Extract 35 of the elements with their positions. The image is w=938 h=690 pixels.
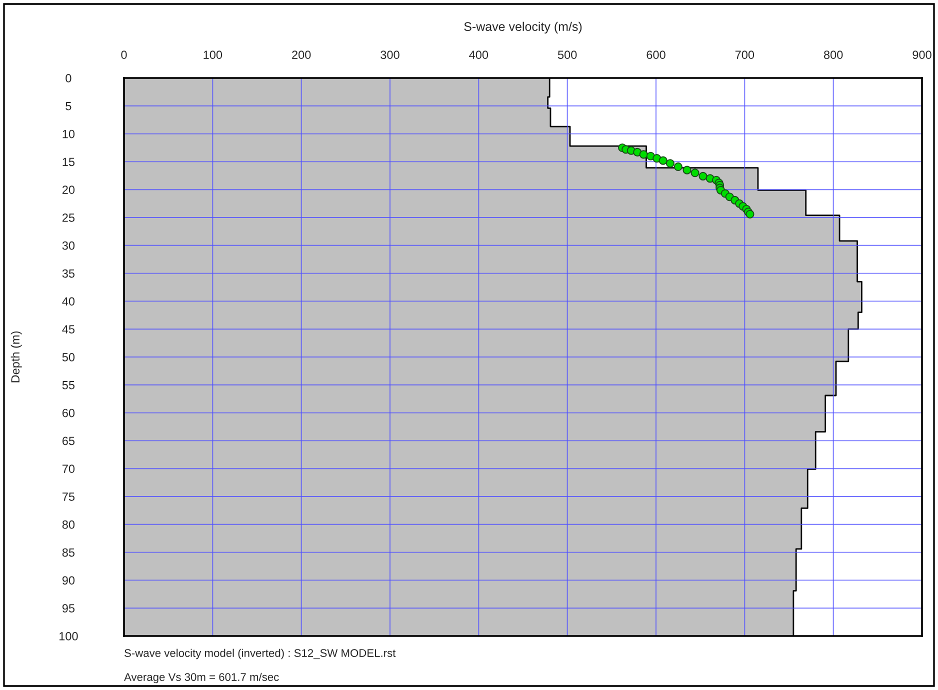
y-tick-label: 45	[62, 325, 75, 334]
y-tick-label: 10	[62, 130, 75, 138]
text: Average Vs 30m = 601.7 m/sec	[124, 672, 279, 684]
y-tick-label: 50	[62, 353, 75, 362]
x-tick-label: 800	[824, 50, 843, 59]
y-tick-label: 100	[59, 632, 78, 640]
y-tick-label: 95	[62, 604, 75, 612]
x-tick-label: 300	[380, 50, 400, 59]
y-tick-label: 70	[62, 464, 75, 473]
y-tick-label: 0	[66, 74, 72, 82]
y-tick-label: 15	[62, 158, 75, 166]
y-tick-label: 65	[62, 436, 75, 446]
y-tick-label: 35	[62, 269, 75, 278]
text: S-wave velocity model (inverted) : S12_SW MODEL.rst	[124, 648, 396, 660]
y-tick-label: 40	[62, 297, 75, 306]
y-axis-title: Depth (m)	[10, 331, 22, 382]
y-tick-label: 55	[62, 381, 75, 390]
x-tick-label: 600	[646, 50, 666, 59]
y-tick-label: 90	[62, 576, 75, 585]
y-tick-label: 30	[62, 241, 75, 250]
x-tick-label: 900	[912, 50, 932, 59]
y-tick-label: 75	[62, 492, 75, 501]
x-tick-label: 500	[558, 50, 577, 59]
y-tick-label: 60	[62, 408, 75, 418]
x-tick-label: 100	[204, 50, 222, 59]
y-tick-label: 80	[62, 520, 75, 529]
x-tick-label: 400	[469, 50, 488, 59]
x-tick-label: 200	[292, 50, 311, 59]
x-tick-label: 700	[735, 50, 754, 59]
y-tick-label: 5	[66, 102, 72, 110]
x-tick-label: 0	[121, 50, 127, 59]
y-tick-label: 85	[62, 548, 75, 557]
y-tick-label: 25	[62, 214, 75, 222]
y-tick-label: 20	[62, 186, 75, 194]
x-axis-title: S-wave velocity (m/s)	[464, 22, 582, 34]
